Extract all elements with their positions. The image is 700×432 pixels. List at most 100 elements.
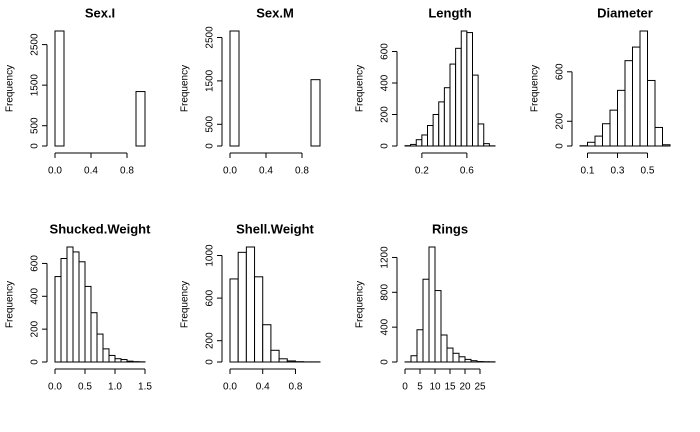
bar [96, 333, 104, 363]
bar [245, 246, 256, 363]
y-tick-label: 2500 [30, 33, 41, 56]
y-tick-label: 0 [205, 143, 216, 149]
x-tick-label: 0.4 [256, 382, 270, 393]
bar [443, 87, 451, 147]
y-tick-label: 600 [380, 43, 391, 60]
x-tick-label: 5 [417, 382, 423, 393]
y-tick-label: 200 [380, 106, 391, 123]
y-tick-label: 500 [205, 116, 216, 133]
bar [262, 324, 272, 363]
y-axis-label: Frequency [530, 65, 541, 112]
bar [278, 358, 288, 363]
x-tick-label: 0 [402, 382, 408, 393]
bar [594, 135, 603, 147]
bar [458, 356, 466, 363]
x-tick-label: 0.5 [78, 382, 92, 393]
bar [410, 355, 418, 363]
x-tick-label: 0.8 [120, 166, 134, 177]
y-tick-label: 1200 [380, 246, 391, 269]
bar [54, 276, 62, 363]
x-tick-label: 25 [474, 382, 486, 393]
bar [120, 359, 128, 363]
bar [464, 358, 472, 363]
bar [54, 30, 65, 147]
y-tick-label: 400 [380, 318, 391, 335]
bar [632, 46, 641, 147]
y-tick-label: 200 [30, 320, 41, 337]
x-tick-label: 1.5 [138, 382, 152, 393]
y-tick-label: 400 [380, 74, 391, 91]
x-tick-label: 0.8 [295, 166, 309, 177]
y-tick-label: 1500 [205, 69, 216, 92]
bar [422, 278, 430, 363]
x-tick-label: 0.4 [84, 166, 98, 177]
bar [434, 290, 442, 363]
y-tick-label: 200 [205, 332, 216, 349]
bar [254, 276, 264, 363]
y-tick-label: 0 [380, 359, 391, 365]
y-tick-label: 0 [30, 143, 41, 149]
bar [427, 125, 434, 147]
panel-title: Sex.I [85, 5, 115, 20]
bar [421, 134, 428, 147]
y-tick-label: 600 [30, 255, 41, 272]
bar [483, 143, 490, 147]
bar [270, 349, 280, 363]
y-tick-label: 200 [555, 112, 566, 129]
bar [229, 30, 240, 147]
bar [470, 360, 478, 363]
y-tick-label: 600 [205, 289, 216, 306]
bar [440, 334, 448, 363]
y-tick-label: 1500 [30, 74, 41, 97]
x-tick-label: 0.0 [223, 166, 237, 177]
bar [66, 246, 74, 363]
y-tick-label: 0 [555, 143, 566, 149]
bar [654, 126, 663, 147]
bar [639, 30, 648, 147]
x-tick-label: 20 [459, 382, 471, 393]
x-tick-label: 0.0 [223, 382, 237, 393]
x-tick-label: 0.1 [581, 166, 595, 177]
bar [466, 32, 473, 147]
y-tick-label: 400 [30, 288, 41, 305]
bar [438, 101, 445, 147]
panel-title: Shell.Weight [236, 221, 314, 236]
bar [60, 258, 68, 363]
y-tick-label: 800 [380, 284, 391, 301]
bar [237, 251, 247, 363]
bar [449, 63, 457, 147]
y-tick-label: 500 [30, 117, 41, 134]
x-tick-label: 1.0 [108, 382, 122, 393]
x-tick-label: 0.5 [641, 166, 655, 177]
y-axis-label: Frequency [180, 281, 191, 328]
bar [126, 360, 134, 363]
bar [587, 141, 596, 147]
bar [472, 74, 479, 147]
y-tick-label: 600 [555, 63, 566, 80]
bar [662, 144, 671, 147]
bar [84, 285, 92, 363]
bar [416, 329, 424, 363]
panel-title: Rings [432, 221, 468, 236]
bar [455, 47, 462, 147]
x-tick-label: 0.0 [48, 382, 62, 393]
bar [72, 251, 80, 363]
bar [310, 79, 321, 147]
bar [602, 123, 611, 147]
bar [78, 261, 86, 363]
y-axis-label: Frequency [355, 281, 366, 328]
bar [647, 79, 656, 147]
x-tick-label: 10 [429, 382, 441, 393]
y-axis-label: Frequency [5, 281, 16, 328]
bar [410, 143, 417, 147]
x-tick-label: 0.3 [611, 166, 625, 177]
bar [446, 347, 454, 363]
bar [460, 30, 468, 147]
bar [432, 113, 440, 147]
x-tick-label: 0.8 [289, 382, 303, 393]
y-tick-label: 0 [380, 143, 391, 149]
x-tick-label: 0.0 [48, 166, 62, 177]
x-tick-label: 0.6 [460, 166, 474, 177]
bar [286, 360, 296, 363]
bar [617, 89, 626, 147]
